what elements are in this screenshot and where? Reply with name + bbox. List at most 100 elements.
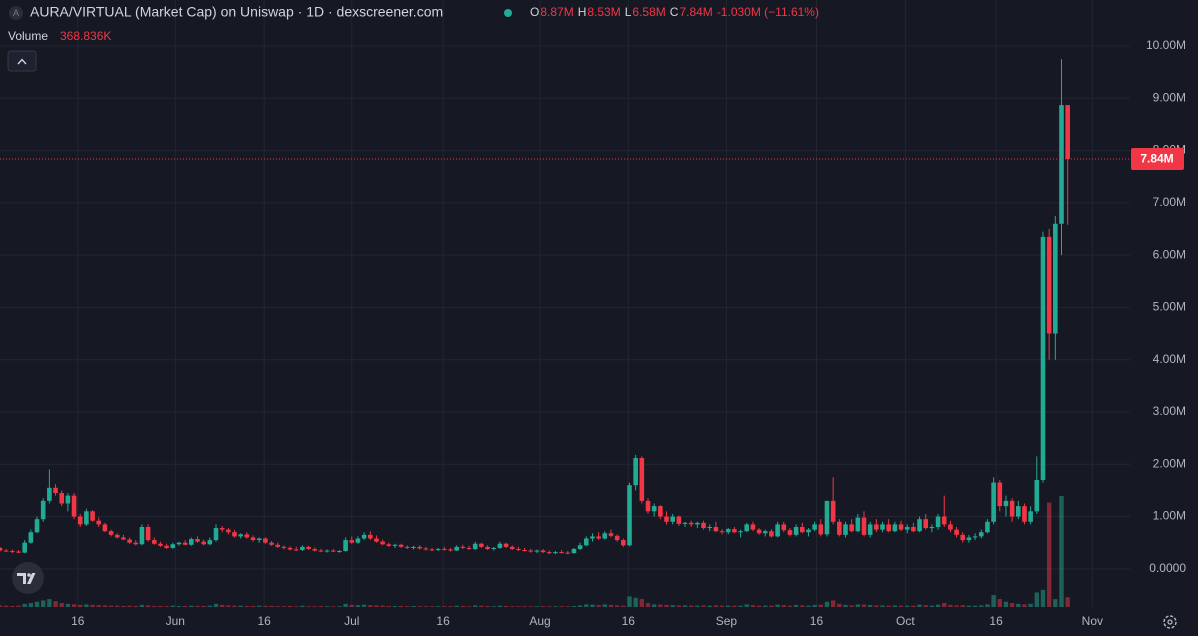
volume-bar [435, 606, 441, 607]
candle-body [713, 527, 719, 532]
candle-body [201, 541, 206, 545]
volume-bar [886, 605, 891, 607]
volume-bar [1028, 603, 1033, 607]
volume-bar [812, 604, 817, 607]
candle-body [306, 546, 311, 549]
candle-body [207, 540, 213, 545]
x-tick-label: 16 [810, 614, 824, 628]
candle-body [367, 534, 373, 539]
volume-bar [528, 606, 533, 607]
volume-bar [855, 604, 861, 607]
volume-bar [312, 606, 317, 607]
tv-logo[interactable] [12, 562, 44, 594]
volume-bar [645, 603, 651, 607]
volume-bar [979, 605, 984, 607]
volume-bar [695, 605, 700, 607]
candle-body [133, 542, 139, 545]
volume-bar [257, 605, 262, 607]
collapse-button[interactable] [7, 50, 37, 72]
candle-body [195, 539, 200, 542]
candle-body [213, 528, 219, 541]
volume-bar [849, 605, 854, 607]
volume-bar [232, 605, 237, 607]
volume-bar [269, 605, 274, 607]
volume-bar [121, 605, 126, 607]
volume-bar [207, 605, 213, 607]
candle-body [583, 538, 589, 546]
y-tick-label: 7.00M [1153, 195, 1186, 209]
volume-value: 368.836K [60, 29, 111, 43]
volume-bar [911, 605, 916, 607]
volume-bar [479, 605, 484, 607]
volume-bar [837, 603, 842, 607]
volume-bar [28, 603, 34, 607]
collapse-button-box[interactable] [7, 50, 37, 72]
volume-bar [867, 604, 873, 607]
volume-bar [300, 605, 305, 607]
volume-bar [590, 604, 595, 607]
settings-gear[interactable] [1163, 615, 1177, 629]
candle-body [269, 542, 274, 545]
candle-body [676, 516, 682, 524]
volume-bar [571, 605, 577, 607]
volume-bar [781, 605, 786, 607]
volume-bar [497, 605, 503, 607]
candle-body [577, 545, 583, 549]
volume-bar [658, 604, 663, 607]
volume-bar [90, 604, 95, 607]
candle-body [664, 516, 669, 522]
last-price-label: 7.84M [1140, 152, 1173, 166]
candle-body [985, 521, 990, 533]
ohlc-legend: O 8.87M H 8.53M L 6.58M C 7.84M -1.030M (−11.61%… [530, 5, 819, 19]
candle-body [442, 548, 447, 550]
volume-bar [102, 605, 108, 607]
candle-body [479, 543, 484, 547]
settings-button[interactable] [1163, 615, 1177, 629]
volume-bar [331, 606, 336, 607]
volume-bar [78, 604, 83, 607]
volume-bar [633, 597, 638, 607]
candle-body [84, 511, 89, 525]
volume-bar [553, 606, 558, 607]
candle-body [53, 487, 58, 494]
candle-body [318, 550, 324, 552]
candle-body [633, 457, 638, 486]
volume-bar [473, 605, 478, 607]
volume-bar [411, 605, 416, 607]
volume-bar [281, 606, 287, 607]
y-tick-label: 2.00M [1153, 456, 1186, 470]
last-price-box [1131, 147, 1184, 170]
x-tick-label: Nov [1082, 614, 1103, 628]
volume-bar [250, 605, 256, 607]
tv-logo-circle[interactable] [12, 562, 44, 594]
volume-bar [923, 605, 928, 607]
candle-body [602, 533, 608, 539]
volume-bar [898, 605, 904, 607]
candle-body [960, 534, 966, 541]
volume-bar [960, 605, 965, 607]
volume-bar [905, 605, 910, 607]
candle-body [658, 506, 663, 517]
y-tick-label: 9.00M [1153, 90, 1186, 104]
candle-body [1034, 479, 1040, 512]
candle-body [818, 524, 824, 535]
candle-body [837, 521, 842, 535]
candle-body [886, 524, 891, 532]
volume-bar [152, 605, 157, 607]
volume-bar [763, 605, 768, 607]
candle-body [621, 540, 626, 546]
volume-bar [287, 605, 293, 607]
volume-bar [454, 605, 459, 607]
volume-bar [392, 605, 398, 607]
candle-body [374, 538, 379, 542]
candle-body [176, 542, 182, 545]
candle-body [874, 524, 879, 530]
candle-body [639, 457, 645, 501]
candle-body [861, 517, 867, 535]
candle-body [151, 540, 157, 544]
volume-bar [824, 601, 830, 607]
volume-bar [917, 604, 922, 607]
volume-bar [670, 605, 675, 607]
token-icon-letter: A [13, 8, 19, 18]
legend-value: 8.53M [587, 5, 620, 19]
